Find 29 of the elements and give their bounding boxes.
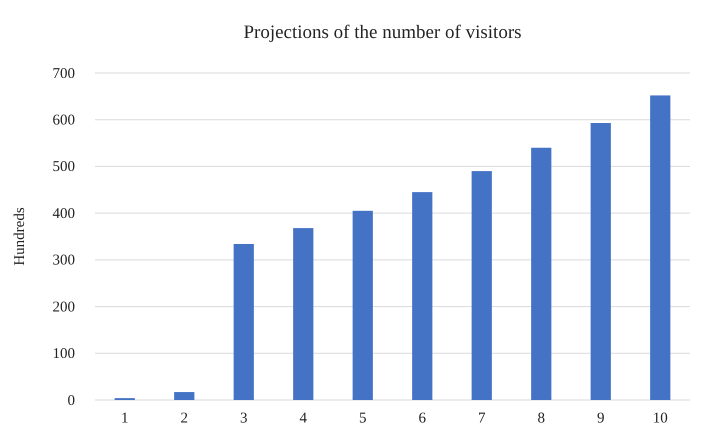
y-tick-label: 700: [52, 66, 75, 82]
x-tick-label: 8: [538, 410, 545, 427]
bar: [352, 210, 373, 400]
bar: [531, 148, 552, 400]
y-tick-label: 0: [68, 392, 75, 409]
bar: [650, 95, 670, 400]
bar: [412, 192, 432, 400]
y-tick-label: 200: [52, 299, 75, 316]
x-tick-label: 7: [478, 410, 486, 427]
bar: [472, 171, 492, 400]
x-tick-label: 6: [418, 410, 426, 427]
y-tick-label: 300: [52, 252, 75, 269]
bar: [293, 228, 314, 400]
y-tick-label: 100: [52, 346, 75, 362]
x-tick-label: 4: [300, 410, 308, 427]
x-tick-label: 10: [652, 410, 668, 427]
bar: [174, 392, 194, 400]
y-tick-label: 600: [52, 112, 75, 129]
x-tick-label: 2: [180, 410, 188, 427]
x-tick-label: 9: [597, 410, 604, 427]
y-tick-label: 400: [52, 206, 75, 222]
x-tick-label: 5: [359, 410, 366, 427]
bar: [234, 244, 254, 400]
bar: [590, 122, 611, 400]
y-axis-title: Hundreds: [12, 207, 28, 266]
chart-title: Projections of the number of visitors: [243, 22, 522, 43]
y-tick-label: 500: [52, 159, 75, 176]
x-tick-label: 3: [240, 410, 248, 427]
x-tick-label: 1: [121, 410, 128, 427]
